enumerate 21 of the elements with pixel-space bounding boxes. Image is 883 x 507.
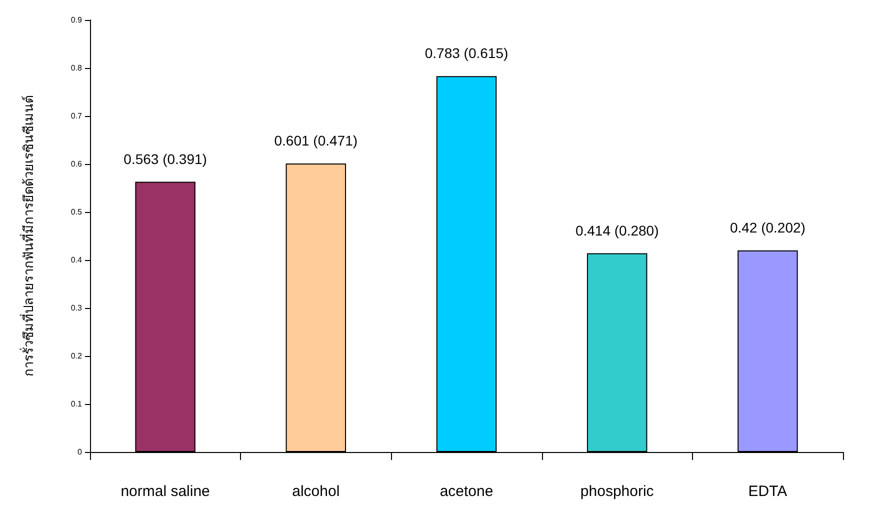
x-tick-label: alcohol [292, 483, 340, 500]
y-tick-label: 0.4 [70, 256, 83, 264]
y-tick-label: 0.9 [70, 16, 83, 24]
x-tick-label: EDTA [748, 483, 788, 500]
y-tick-label: 0.6 [70, 160, 83, 168]
x-tick-label: normal saline [120, 483, 210, 500]
y-tick-label: 0 [78, 448, 83, 456]
data-label: 0.563 (0.391) [124, 150, 207, 167]
data-label: 0.601 (0.471) [274, 132, 358, 149]
x-tick-label: phosphoric [580, 483, 654, 500]
data-label: 0.414 (0.280) [575, 222, 659, 238]
y-tick-label: 0.2 [70, 352, 83, 360]
y-tick-label: 0.3 [70, 304, 83, 312]
y-tick-label: 0.5 [70, 208, 83, 216]
y-axis-title: การรั่วซึมที่ปลายรากฟันที่มีการยึดด้วยเรซินซีเมนต์ [20, 96, 36, 376]
data-label: 0.783 (0.615) [424, 45, 508, 62]
x-tick-label: acetone [440, 483, 494, 500]
y-tick-label: 0.1 [70, 400, 83, 408]
data-label: 0.42 (0.202) [730, 219, 806, 236]
y-tick-label: 0.8 [70, 64, 83, 72]
y-tick-label: 0.7 [70, 112, 83, 120]
